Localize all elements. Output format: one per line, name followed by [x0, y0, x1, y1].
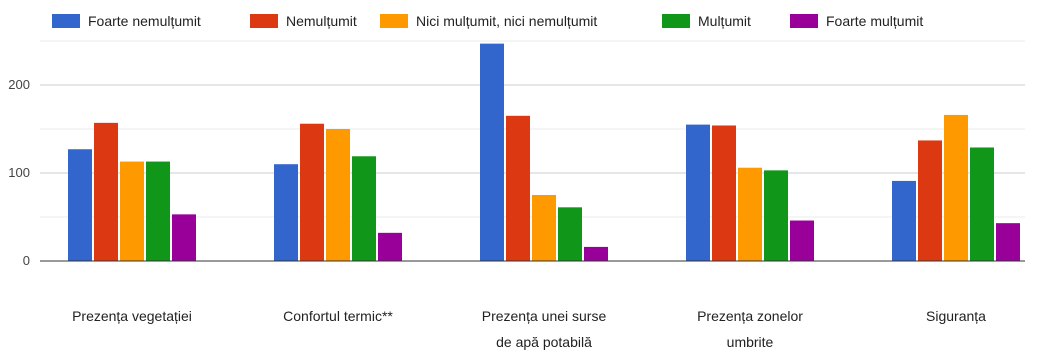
- category-label-2: Confortul termic**: [283, 308, 393, 324]
- y-axis: 0 100 200: [8, 77, 30, 268]
- category-label-1: Prezența vegetației: [72, 308, 192, 324]
- legend-label-2: Nemulțumit: [286, 13, 357, 29]
- bar-1-4: [146, 161, 170, 261]
- category-label-line: de apă potabilă: [496, 334, 592, 350]
- bar-1-5: [172, 214, 196, 261]
- bar-5-4: [970, 147, 994, 261]
- legend-swatch-5: [790, 14, 818, 28]
- bar-1-3: [120, 161, 144, 261]
- legend-swatch-2: [250, 14, 278, 28]
- bar-3-4: [558, 207, 582, 261]
- y-tick-label-200: 200: [8, 77, 30, 92]
- bar-5-3: [944, 114, 968, 261]
- bar-4-1: [686, 124, 710, 261]
- category-label-line: umbrite: [727, 334, 774, 350]
- legend-swatch-3: [380, 14, 408, 28]
- bar-2-2: [300, 123, 324, 261]
- legend-label-4: Mulțumit: [698, 13, 751, 29]
- bar-4-2: [712, 125, 736, 261]
- category-label-5: Siguranța: [926, 308, 986, 324]
- bar-3-3: [532, 195, 556, 261]
- bar-5-2: [918, 140, 942, 261]
- x-axis: Prezența vegetației Confortul termic** Pre…: [72, 308, 986, 350]
- legend-swatch-4: [662, 14, 690, 28]
- category-label-4: Prezența zonelor umbrite: [697, 308, 803, 350]
- bar-4-4: [764, 170, 788, 261]
- bar-4-5: [790, 220, 814, 261]
- bar-2-5: [378, 232, 402, 261]
- bar-3-1: [480, 43, 504, 261]
- bar-2-4: [352, 156, 376, 261]
- bar-2-3: [326, 129, 350, 261]
- y-tick-label-0: 0: [23, 253, 30, 268]
- bar-5-1: [892, 180, 916, 261]
- category-label-line: Prezența unei surse: [482, 308, 607, 324]
- bar-3-2: [506, 115, 530, 261]
- legend-label-3: Nici mulțumit, nici nemulțumit: [416, 13, 597, 29]
- category-label-line: Prezența vegetației: [72, 308, 192, 324]
- gridlines: [40, 40, 1025, 218]
- category-label-line: Prezența zonelor: [697, 308, 803, 324]
- bar-4-3: [738, 167, 762, 261]
- y-tick-label-100: 100: [8, 165, 30, 180]
- bar-2-1: [274, 164, 298, 261]
- bar-1-1: [68, 149, 92, 261]
- legend-label-1: Foarte nemulțumit: [88, 13, 201, 29]
- bar-1-2: [94, 122, 118, 261]
- category-label-3: Prezența unei surse de apă potabilă: [482, 308, 607, 350]
- bar-5-5: [996, 223, 1020, 261]
- legend-swatch-1: [52, 14, 80, 28]
- legend: Foarte nemulțumit Nemulțumit Nici mulțumit…: [52, 13, 923, 29]
- bars: [40, 43, 1025, 262]
- bar-3-5: [584, 246, 608, 261]
- category-label-line: Siguranța: [926, 308, 986, 324]
- category-label-line: Confortul termic**: [283, 308, 393, 324]
- legend-label-5: Foarte mulțumit: [826, 13, 923, 29]
